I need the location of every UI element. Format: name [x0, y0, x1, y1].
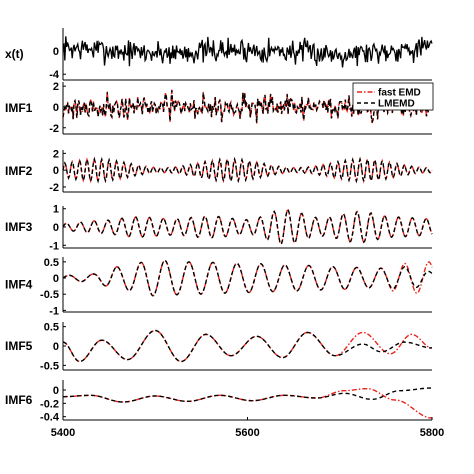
y-tick-label: 2 [53, 148, 59, 160]
y-tick-label: -1 [49, 305, 59, 317]
panel-label: IMF6 [5, 393, 33, 407]
y-tick-label: 0 [53, 273, 59, 285]
panel-imf2: 2 0 -2 IMF2 [5, 148, 433, 194]
panel-label: IMF3 [5, 220, 33, 234]
y-tick-label: -4 [49, 69, 60, 81]
y-tick-label: 0.5 [44, 257, 59, 269]
y-tick-label: -0.4 [40, 412, 60, 424]
panel-label: IMF1 [5, 101, 33, 115]
lmemd-series-line [62, 259, 433, 297]
y-tick-label: 2 [53, 81, 59, 93]
x-tick-label: 5800 [420, 427, 444, 439]
y-tick-label: -2 [49, 182, 59, 194]
lmemd-series-line [62, 329, 433, 363]
lmemd-series-line [62, 387, 433, 403]
y-tick-label: -0.5 [40, 360, 59, 372]
legend-label: LMEMD [378, 99, 415, 110]
lmemd-series-line [62, 156, 433, 184]
legend-box [352, 82, 434, 111]
lmemd-series-line [62, 208, 433, 246]
y-tick-label: 0 [53, 102, 59, 114]
x-axis: 5400 5600 5800 [51, 417, 444, 439]
y-tick-label: 0.5 [44, 322, 59, 334]
y-tick-label: 0 [53, 165, 59, 177]
x-tick-label: 5400 [51, 427, 75, 439]
signal-series-line [62, 36, 433, 68]
y-tick-label: -0.2 [40, 398, 59, 410]
panel-label: IMF4 [5, 278, 33, 292]
panel-imf6: 0-0.2 -0.4 IMF6 [5, 380, 433, 424]
y-tick-label: 0 [53, 341, 59, 353]
panel-label: x(t) [5, 47, 24, 61]
y-tick-label: 1 [53, 204, 59, 216]
y-tick-label: 0 [53, 46, 59, 58]
panel-xt: 0 -4 x(t) [5, 28, 433, 81]
legend-label: fast EMD [378, 88, 421, 99]
y-tick-label: -1 [49, 240, 59, 252]
panel-label: IMF5 [5, 339, 33, 353]
y-tick-label: 0 [53, 222, 59, 234]
fast-emd-series-line [62, 329, 433, 363]
y-tick-label: -2 [49, 123, 59, 135]
panel-imf3: 1 0 -1 IMF3 [5, 204, 433, 252]
x-tick-label: 5600 [235, 427, 259, 439]
panel-label: IMF2 [5, 164, 33, 178]
y-tick-label: 0 [53, 385, 59, 397]
panel-imf4: 0.5 0 -0.5 -1 IMF4 [5, 257, 433, 317]
y-tick-label: -0.5 [40, 289, 59, 301]
fast-emd-series-line [62, 387, 433, 419]
panel-imf5: 0.5 0 -0.5 IMF5 [5, 322, 433, 372]
